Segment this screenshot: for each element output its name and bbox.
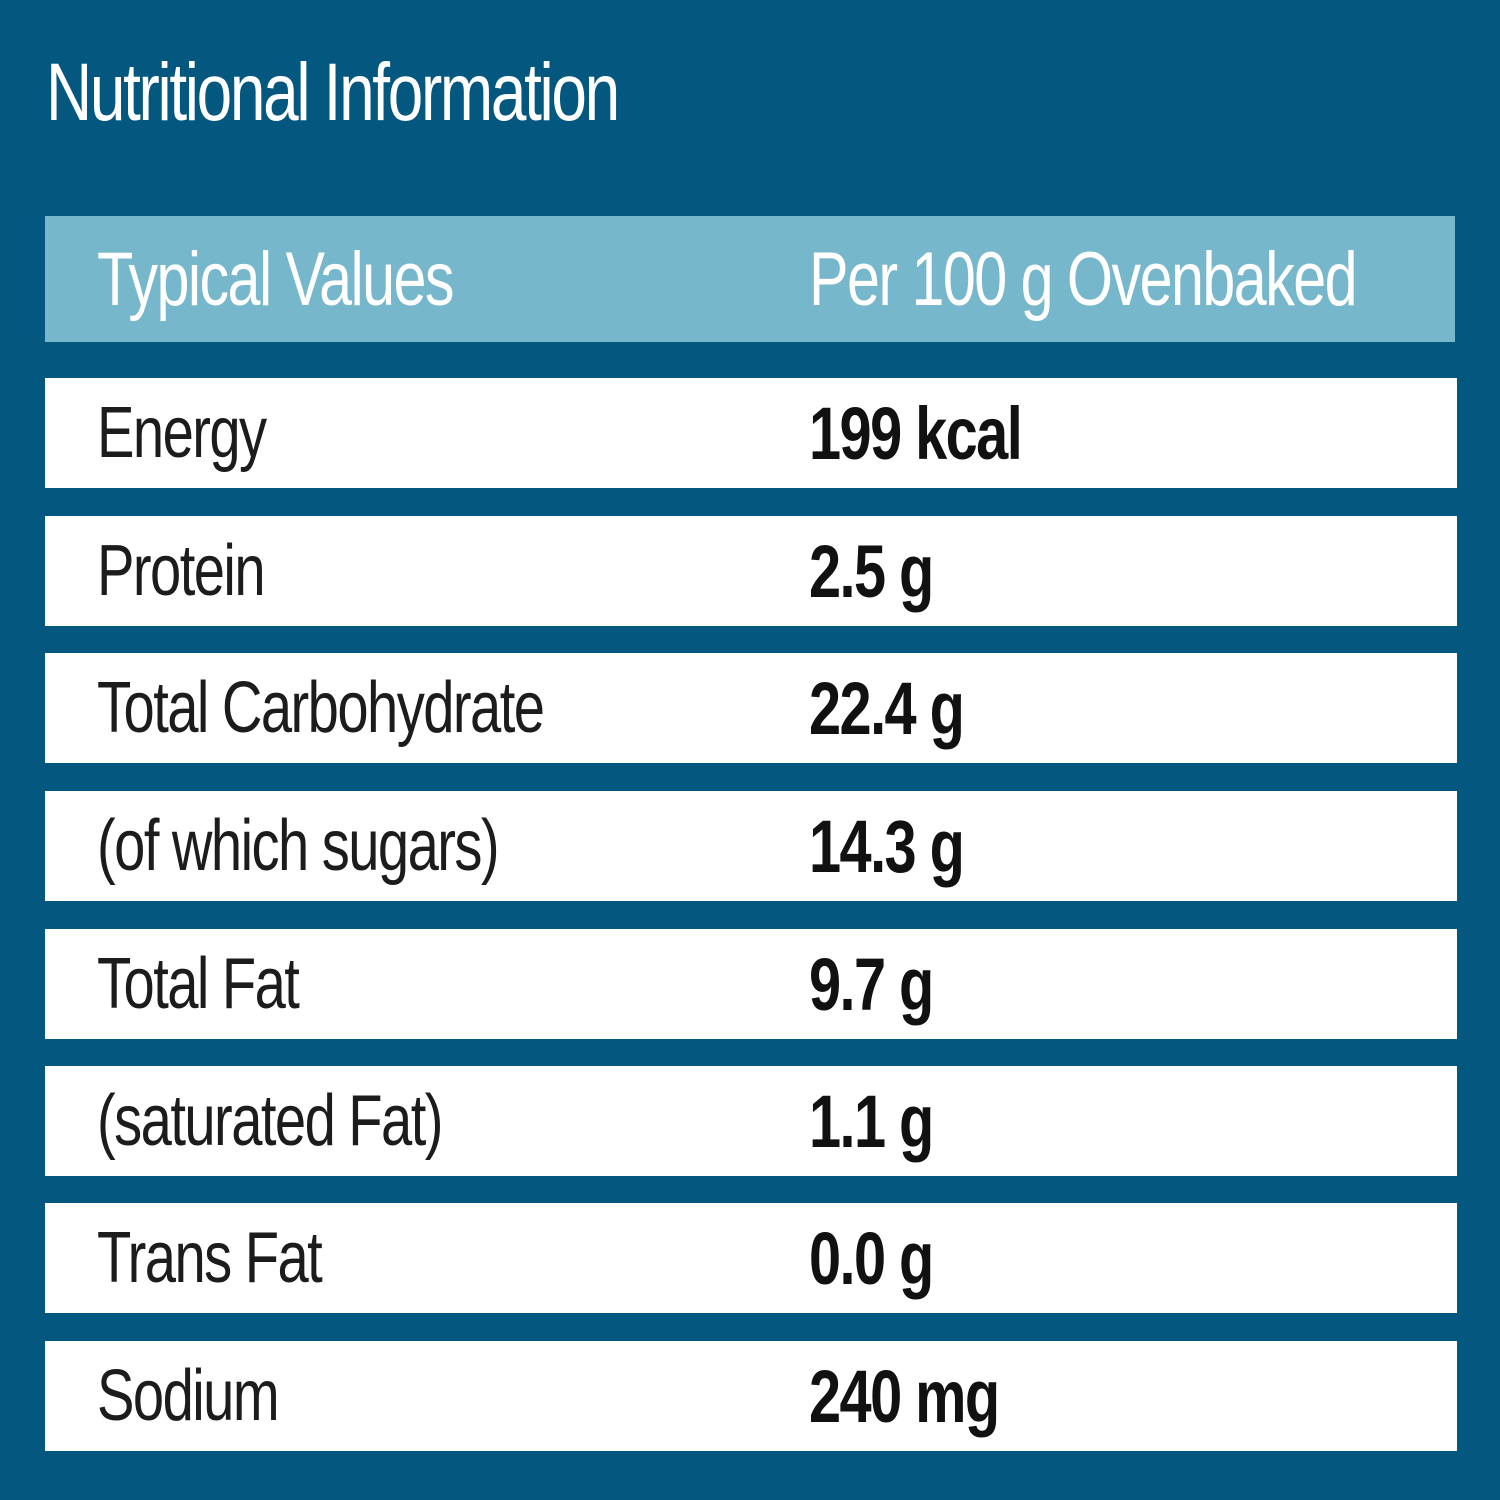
table-row-protein: Protein 2.5 g: [45, 516, 1457, 626]
row-label-cell: Total Carbohydrate: [97, 653, 669, 763]
row-value-cell: 240 mg: [809, 1341, 1052, 1451]
row-value-cell: 14.3 g: [809, 791, 1007, 901]
row-label: (saturated Fat): [97, 1081, 443, 1161]
row-value: 9.7 g: [809, 942, 934, 1026]
header-label-cell: Typical Values: [97, 216, 553, 342]
header-value-cell: Per 100 g Ovenbaked: [809, 216, 1500, 342]
table-header-row: Typical Values Per 100 g Ovenbaked: [45, 216, 1455, 342]
page-title: Nutritional Information: [46, 47, 620, 138]
table-row-saturated-fat: (saturated Fat) 1.1 g: [45, 1066, 1457, 1176]
table-row-trans-fat: Trans Fat 0.0 g: [45, 1203, 1457, 1313]
row-value: 0.0 g: [809, 1216, 934, 1300]
row-value: 1.1 g: [809, 1079, 934, 1163]
row-label: Protein: [97, 531, 266, 611]
row-value-cell: 2.5 g: [809, 516, 968, 626]
row-value: 22.4 g: [809, 666, 965, 750]
table-row-energy: Energy 199 kcal: [45, 378, 1457, 488]
row-label-cell: Protein: [97, 516, 311, 626]
row-label-cell: Sodium: [97, 1341, 329, 1451]
row-label: (of which sugars): [97, 806, 500, 886]
row-label: Total Fat: [97, 944, 300, 1024]
row-value-cell: 9.7 g: [809, 929, 968, 1039]
row-value: 199 kcal: [809, 391, 1023, 475]
row-label-cell: Trans Fat: [97, 1203, 384, 1313]
row-label-cell: Total Fat: [97, 929, 355, 1039]
header-value-text: Per 100 g Ovenbaked: [809, 236, 1358, 322]
row-value-cell: 199 kcal: [809, 378, 1081, 488]
row-label-cell: Energy: [97, 378, 313, 488]
row-value-cell: 1.1 g: [809, 1066, 968, 1176]
row-value-cell: 22.4 g: [809, 653, 1007, 763]
row-label: Energy: [97, 393, 267, 473]
row-value: 2.5 g: [809, 529, 934, 613]
row-value: 240 mg: [809, 1354, 1000, 1438]
row-label: Trans Fat: [97, 1218, 323, 1298]
row-label-cell: (of which sugars): [97, 791, 611, 901]
row-label: Sodium: [97, 1356, 280, 1436]
table-row-total-carbohydrate: Total Carbohydrate 22.4 g: [45, 653, 1457, 763]
table-row-sodium: Sodium 240 mg: [45, 1341, 1457, 1451]
table-row-total-fat: Total Fat 9.7 g: [45, 929, 1457, 1039]
row-label-cell: (saturated Fat): [97, 1066, 539, 1176]
row-value-cell: 0.0 g: [809, 1203, 968, 1313]
table-row-sugars: (of which sugars) 14.3 g: [45, 791, 1457, 901]
row-label: Total Carbohydrate: [97, 668, 545, 748]
header-label-text: Typical Values: [97, 236, 455, 322]
row-value: 14.3 g: [809, 804, 965, 888]
